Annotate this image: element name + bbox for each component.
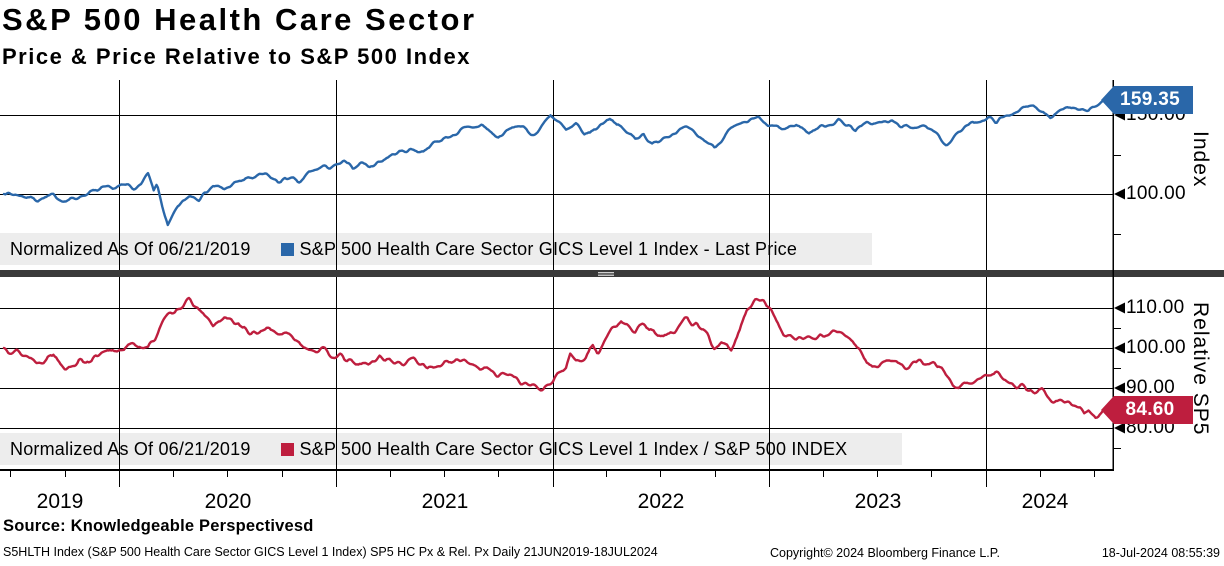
source-label: Source: Knowledgeable Perspectivesd	[3, 517, 314, 535]
x-axis-year-2021: 2021	[421, 490, 469, 513]
bottom-legend-item[interactable]: S&P 500 Health Care Sector GICS Level 1 …	[280, 438, 848, 460]
page-subtitle: Price & Price Relative to S&P 500 Index	[2, 44, 471, 69]
top-legend: Normalized As Of 06/21/2019 S&P 500 Heal…	[0, 233, 882, 265]
separator-drag-handle	[598, 272, 614, 274]
relative-line-series	[2, 296, 1106, 419]
x-axis-year-2022: 2022	[637, 490, 685, 513]
x-axis-year-2024: 2024	[1021, 490, 1069, 513]
x-axis-year-2019: 2019	[36, 490, 84, 513]
bottom-normalized-as-of-label: Normalized As Of 06/21/2019	[10, 438, 251, 459]
blue-square-marker	[280, 242, 294, 256]
y-axis-label-90-rel: 90.00	[1126, 377, 1176, 398]
top-axis-title: Index	[1189, 131, 1212, 188]
x-axis-year-2023: 2023	[854, 490, 902, 513]
top-legend-label: S&P 500 Health Care Sector GICS Level 1 …	[299, 238, 798, 259]
top-normalized-as-of-label: Normalized As Of 06/21/2019	[10, 238, 251, 259]
y-axis-label-100: 100.00	[1126, 183, 1186, 204]
top-panel-plot-area[interactable]	[0, 80, 1113, 233]
legend-bars	[0, 233, 902, 465]
panel-separator[interactable]	[0, 270, 1224, 277]
ticker-description: S5HLTH Index (S&P 500 Health Care Sector…	[3, 545, 658, 559]
last-price-badge-relative[interactable]: 84.60	[1101, 396, 1193, 424]
red-square-marker	[280, 442, 294, 456]
bottom-panel-plot-area[interactable]	[0, 277, 1113, 433]
timestamp-label: 18-Jul-2024 08:55:39	[1101, 546, 1220, 560]
y-axis-label-100-rel: 100.00	[1126, 337, 1186, 358]
bottom-axis-title: Relative SP5	[1189, 302, 1212, 436]
top-legend-item[interactable]: S&P 500 Health Care Sector GICS Level 1 …	[280, 238, 798, 260]
copyright-label: Copyright© 2024 Bloomberg Finance L.P.	[770, 546, 1000, 560]
axes	[0, 80, 1125, 487]
x-axis-year-2020: 2020	[204, 490, 252, 513]
page-title: S&P 500 Health Care Sector	[2, 2, 477, 37]
bottom-legend: Normalized As Of 06/21/2019 S&P 500 Heal…	[0, 433, 912, 465]
bottom-legend-label: S&P 500 Health Care Sector GICS Level 1 …	[299, 438, 848, 459]
price-line-series	[2, 99, 1106, 227]
y-axis-label-110-rel: 110.00	[1126, 297, 1185, 318]
last-price-badge-index[interactable]: 159.35	[1101, 86, 1193, 114]
